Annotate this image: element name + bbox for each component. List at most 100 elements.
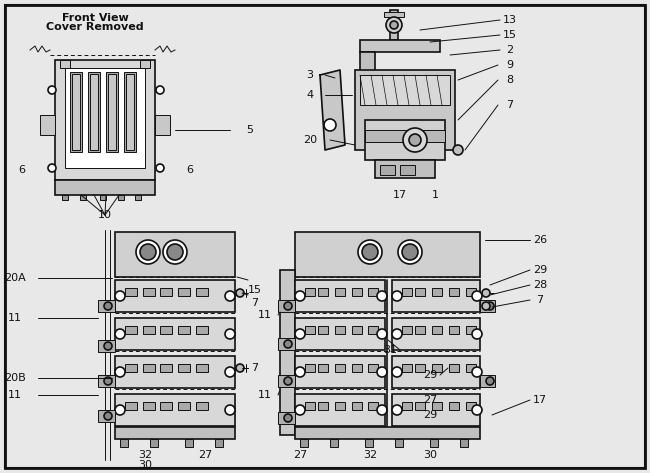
- Circle shape: [386, 17, 402, 33]
- Circle shape: [358, 240, 382, 264]
- Bar: [380, 165, 395, 175]
- Bar: [352, 402, 362, 410]
- Bar: [355, 70, 455, 150]
- Circle shape: [115, 291, 125, 301]
- Bar: [368, 402, 378, 410]
- Bar: [140, 60, 150, 68]
- Circle shape: [136, 240, 160, 264]
- Text: 11: 11: [258, 310, 272, 320]
- Text: 30: 30: [423, 450, 437, 460]
- Bar: [196, 364, 208, 372]
- Bar: [466, 402, 476, 410]
- Text: 10: 10: [98, 210, 112, 220]
- Circle shape: [472, 291, 482, 301]
- Bar: [402, 288, 412, 296]
- Bar: [335, 402, 345, 410]
- Circle shape: [163, 240, 187, 264]
- Bar: [126, 74, 134, 150]
- Text: 29: 29: [533, 265, 547, 275]
- Bar: [98, 300, 115, 312]
- Bar: [115, 394, 235, 426]
- Bar: [160, 326, 172, 334]
- Text: 20: 20: [303, 135, 317, 145]
- Bar: [72, 74, 80, 150]
- Bar: [402, 402, 412, 410]
- Circle shape: [295, 329, 305, 339]
- Bar: [365, 439, 373, 447]
- Bar: [90, 74, 98, 150]
- Text: 11: 11: [8, 313, 22, 323]
- Circle shape: [115, 405, 125, 415]
- Bar: [318, 402, 328, 410]
- Bar: [215, 439, 223, 447]
- Bar: [106, 72, 118, 152]
- Bar: [360, 40, 440, 52]
- Bar: [196, 326, 208, 334]
- Bar: [178, 288, 190, 296]
- Bar: [305, 402, 315, 410]
- Bar: [196, 402, 208, 410]
- Text: 29: 29: [423, 410, 437, 420]
- Polygon shape: [320, 70, 345, 150]
- Bar: [365, 130, 445, 142]
- Text: 31: 31: [383, 345, 397, 355]
- Bar: [432, 364, 442, 372]
- Text: 11: 11: [258, 390, 272, 400]
- Bar: [432, 288, 442, 296]
- Circle shape: [362, 244, 378, 260]
- Bar: [449, 402, 459, 410]
- Bar: [402, 364, 412, 372]
- Bar: [430, 439, 438, 447]
- Bar: [318, 288, 328, 296]
- Text: 4: 4: [306, 90, 313, 100]
- Bar: [98, 340, 115, 352]
- Circle shape: [390, 21, 398, 29]
- Bar: [318, 326, 328, 334]
- Bar: [178, 364, 190, 372]
- Bar: [368, 326, 378, 334]
- Bar: [120, 439, 128, 447]
- Circle shape: [104, 302, 112, 310]
- Text: 20B: 20B: [4, 373, 26, 383]
- Circle shape: [295, 405, 305, 415]
- Bar: [80, 195, 86, 200]
- Text: 6: 6: [18, 165, 25, 175]
- Text: 7: 7: [506, 100, 514, 110]
- Circle shape: [392, 367, 402, 377]
- Bar: [360, 52, 375, 102]
- Text: 6: 6: [187, 165, 194, 175]
- Bar: [335, 288, 345, 296]
- Text: 32: 32: [138, 450, 152, 460]
- Bar: [466, 364, 476, 372]
- Text: 2: 2: [506, 45, 514, 55]
- Circle shape: [392, 329, 402, 339]
- Bar: [150, 439, 158, 447]
- Text: 29: 29: [423, 370, 437, 380]
- Bar: [415, 402, 425, 410]
- Bar: [135, 195, 141, 200]
- Text: 27: 27: [198, 450, 212, 460]
- Bar: [60, 60, 70, 68]
- Bar: [196, 288, 208, 296]
- Bar: [124, 72, 136, 152]
- Text: 7: 7: [252, 298, 259, 308]
- Circle shape: [377, 367, 387, 377]
- Bar: [55, 60, 155, 180]
- Text: 17: 17: [533, 395, 547, 405]
- Bar: [352, 364, 362, 372]
- Text: 5: 5: [246, 125, 254, 135]
- Circle shape: [377, 291, 387, 301]
- Text: 9: 9: [506, 60, 514, 70]
- Circle shape: [115, 329, 125, 339]
- Bar: [415, 288, 425, 296]
- Bar: [108, 74, 116, 150]
- Text: 30: 30: [138, 460, 152, 470]
- Text: 26: 26: [533, 235, 547, 245]
- Circle shape: [392, 291, 402, 301]
- Bar: [449, 364, 459, 372]
- Bar: [295, 318, 385, 350]
- Circle shape: [284, 340, 292, 348]
- Bar: [415, 364, 425, 372]
- Bar: [300, 439, 308, 447]
- Circle shape: [156, 164, 164, 172]
